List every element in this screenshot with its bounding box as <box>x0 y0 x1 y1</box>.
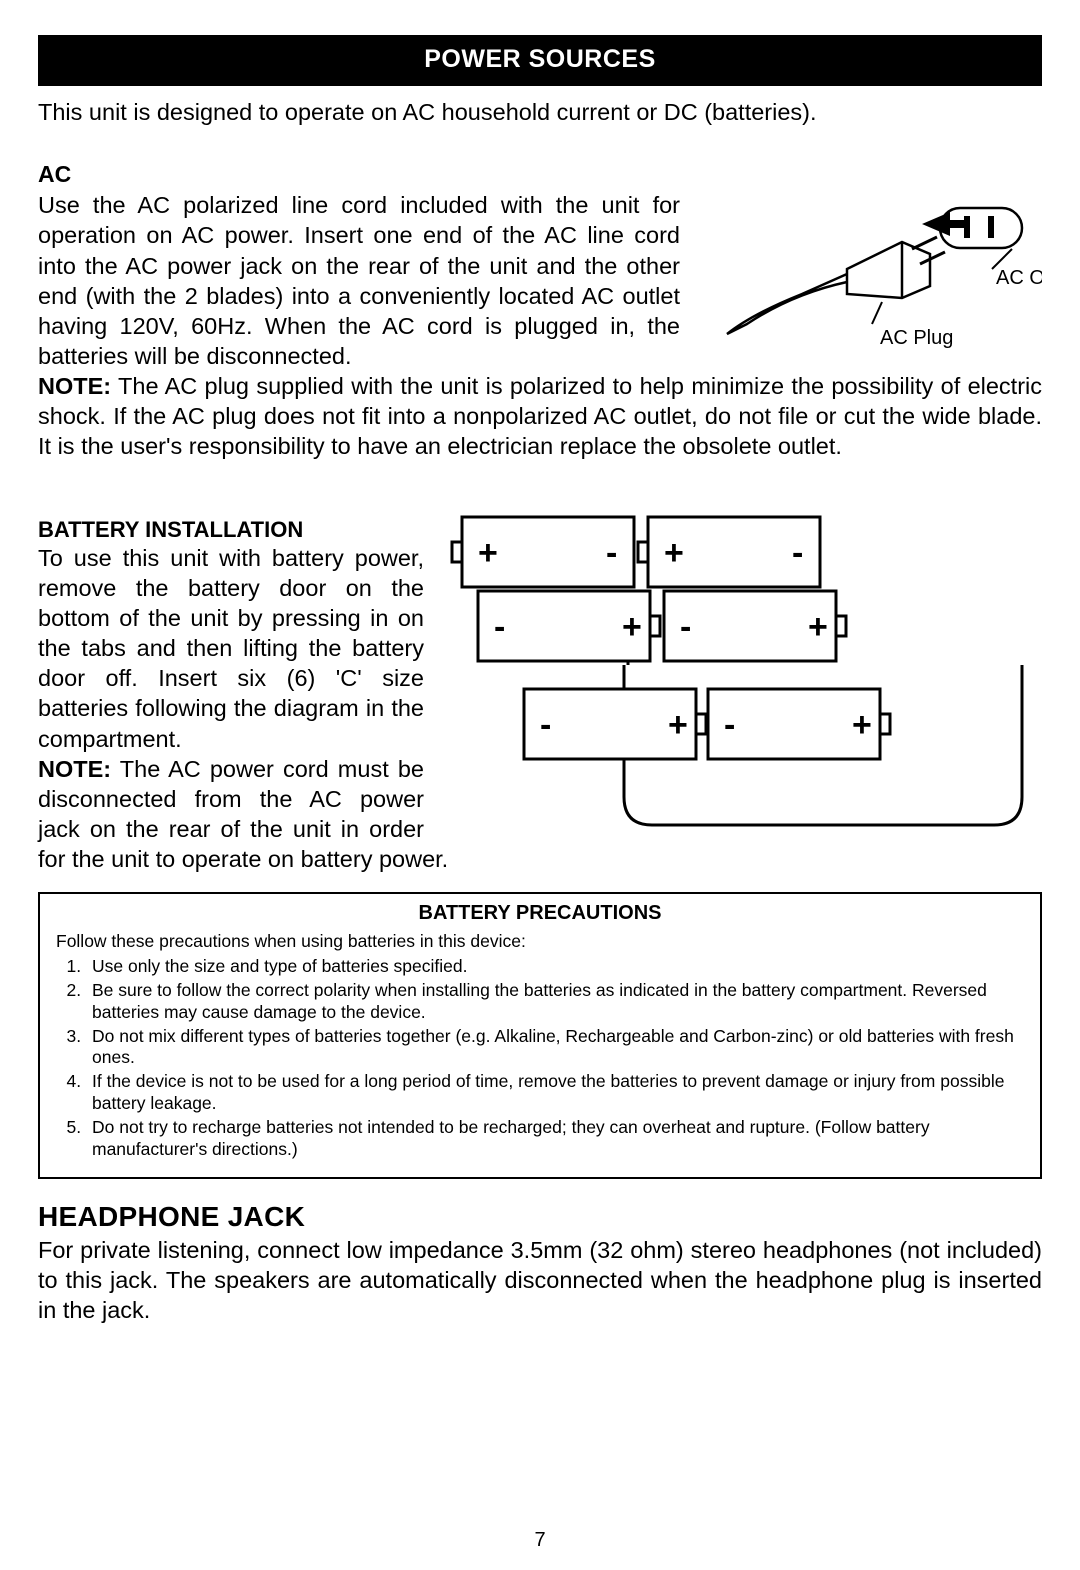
section-header: POWER SOURCES <box>38 35 1042 86</box>
precaution-item: If the device is not to be used for a lo… <box>86 1071 1024 1115</box>
battery-text-body: To use this unit with battery power, rem… <box>38 545 424 751</box>
ac-plug-label: AC Plug <box>880 327 953 349</box>
ac-outlet-label: AC Outlet <box>996 267 1042 289</box>
ac-note-text: The AC plug supplied with the unit is po… <box>38 373 1042 459</box>
ac-heading: AC <box>38 161 1042 188</box>
headphone-text: For private listening, connect low imped… <box>38 1235 1042 1325</box>
ac-block: AC Outlet AC Plug Use the AC polarized l… <box>38 190 1042 461</box>
precautions-list: Use only the size and type of batteries … <box>56 956 1024 1161</box>
intro-text: This unit is designed to operate on AC h… <box>38 98 1042 127</box>
svg-text:+: + <box>664 534 684 572</box>
ac-note-label: NOTE: <box>38 373 111 399</box>
battery-precautions-box: BATTERY PRECAUTIONS Follow these precaut… <box>38 892 1042 1179</box>
precaution-item: Be sure to follow the correct polarity w… <box>86 980 1024 1024</box>
precautions-title: BATTERY PRECAUTIONS <box>56 902 1024 925</box>
svg-text:+: + <box>668 706 688 744</box>
svg-text:+: + <box>852 706 872 744</box>
precaution-item: Do not try to recharge batteries not int… <box>86 1117 1024 1161</box>
svg-text:+: + <box>622 608 642 646</box>
svg-text:-: - <box>606 534 617 572</box>
battery-note-label: NOTE: <box>38 756 111 782</box>
svg-text:+: + <box>478 534 498 572</box>
svg-text:-: - <box>680 608 691 646</box>
precaution-item: Use only the size and type of batteries … <box>86 956 1024 978</box>
precaution-item: Do not mix different types of batteries … <box>86 1026 1024 1070</box>
precautions-intro: Follow these precautions when using batt… <box>56 931 1024 952</box>
svg-text:-: - <box>792 534 803 572</box>
ac-plug-diagram: AC Outlet AC Plug <box>692 194 1042 359</box>
headphone-heading: HEADPHONE JACK <box>38 1201 1042 1233</box>
svg-text:-: - <box>540 706 551 744</box>
ac-text-body: Use the AC polarized line cord included … <box>38 192 680 368</box>
page-number: 7 <box>0 1529 1080 1552</box>
battery-diagram: +-+--+-+-+-+ <box>444 507 1042 842</box>
battery-block: BATTERY INSTALLATION +-+--+-+-+-+ To use… <box>38 517 1042 874</box>
svg-text:-: - <box>724 706 735 744</box>
svg-text:+: + <box>808 608 828 646</box>
svg-text:-: - <box>494 608 505 646</box>
